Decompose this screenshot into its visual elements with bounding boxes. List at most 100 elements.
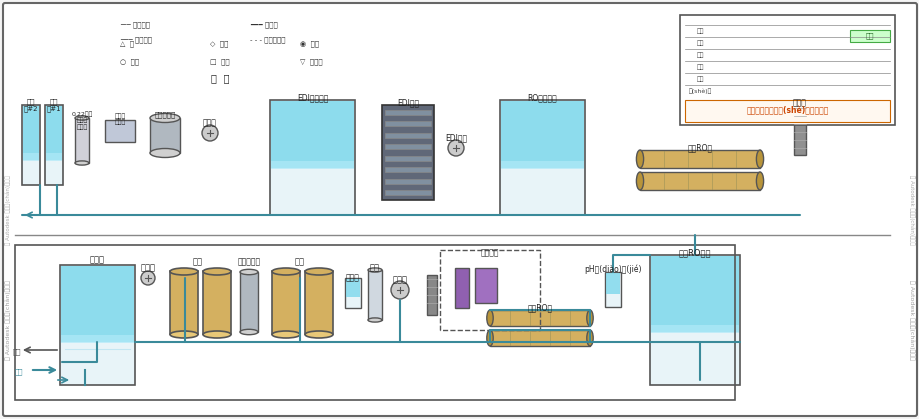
Bar [150,118,180,153]
Text: ◉  接口: ◉ 接口 [300,41,319,47]
Text: 紫外線
殺菌器: 紫外線 殺菌器 [114,113,126,125]
Ellipse shape [75,116,89,120]
Bar [679,15,894,125]
Text: 用水
點#2: 用水 點#2 [24,98,39,112]
Text: 一級泵: 一級泵 [392,275,407,284]
Bar [61,335,134,343]
Text: 進水: 進水 [15,368,24,375]
Text: 由 Autodesk 教育產(chǎn)品制作: 由 Autodesk 教育產(chǎn)品制作 [6,280,11,360]
Bar [45,105,62,185]
Bar [606,273,619,294]
Ellipse shape [586,310,593,326]
Ellipse shape [636,172,643,190]
Bar [384,110,430,115]
Bar [501,101,584,168]
Text: ─── 工藝管道: ─── 工藝管道 [119,37,152,43]
Ellipse shape [203,331,231,338]
Text: ▽  過濾器: ▽ 過濾器 [300,59,323,65]
Text: - - - 化學品管道: - - - 化學品管道 [250,37,285,43]
Text: EDI水泵: EDI水泵 [445,133,467,142]
Ellipse shape [305,268,333,275]
Text: 清洗系統: 清洗系統 [481,248,499,257]
Bar [651,325,738,333]
Bar [46,106,62,160]
Text: EDI無菌水箱: EDI無菌水箱 [297,93,328,102]
Ellipse shape [636,150,643,168]
Text: RO無菌水箱: RO無菌水箱 [528,93,557,102]
Bar [46,153,62,161]
Bar [651,256,738,332]
Bar [75,118,89,163]
Bar [499,100,584,215]
Circle shape [448,140,463,156]
Bar [23,153,39,161]
Bar [203,272,231,334]
Bar [685,100,889,122]
Bar [381,105,434,200]
Bar [240,272,257,332]
Circle shape [202,125,218,141]
Bar [346,279,359,297]
Bar [271,161,354,169]
Text: 輸送泵: 輸送泵 [203,118,217,127]
Text: 一級RO水箱: 一級RO水箱 [678,248,710,257]
Text: 用水
點#1: 用水 點#1 [47,98,62,112]
Ellipse shape [755,172,763,190]
Ellipse shape [240,329,257,335]
Bar [384,178,430,184]
Ellipse shape [150,148,180,158]
Text: 阻垢劑: 阻垢劑 [346,273,359,282]
Bar [426,275,437,315]
Bar [368,270,381,320]
Bar [490,330,589,346]
Text: ○  管道: ○ 管道 [119,59,139,65]
Ellipse shape [305,331,333,338]
Bar [384,144,430,149]
Text: 圖號: 圖號 [696,52,703,58]
Text: 二級泵: 二級泵 [792,98,806,107]
Text: 上海匯源水處理設(shè)備有限公司: 上海匯源水處理設(shè)備有限公司 [745,106,828,116]
Bar [15,245,734,400]
Ellipse shape [586,330,593,346]
Text: □  閥門: □ 閥門 [210,59,230,65]
Bar [384,190,430,195]
Text: EDI模塊: EDI模塊 [396,98,419,107]
Bar [384,122,430,127]
Bar [640,150,759,168]
Text: 由 Autodesk 教育產(chǎn)品制作: 由 Autodesk 教育產(chǎn)品制作 [908,175,913,245]
Bar [849,30,889,42]
Text: 由 Autodesk 教育產(chǎn)品制作: 由 Autodesk 教育產(chǎn)品制作 [6,175,11,245]
Text: 板式換熱器: 板式換熱器 [237,257,260,266]
Text: 板式換熱器: 板式換熱器 [154,111,176,118]
Text: △  泵: △ 泵 [119,41,134,47]
Text: 砂濾: 砂濾 [193,257,203,266]
Text: pH調(diào)節(jié): pH調(diào)節(jié) [584,265,641,274]
Bar [793,105,805,155]
Text: 批準: 批準 [865,33,873,39]
Bar [272,272,300,334]
Bar [170,272,198,334]
Bar [455,268,469,308]
Bar [269,100,355,215]
Bar [105,120,135,142]
Bar [345,278,360,308]
Ellipse shape [170,331,198,338]
Bar [23,106,39,160]
Ellipse shape [368,318,381,322]
Bar [22,105,40,185]
Bar [384,133,430,138]
Text: 原水泵: 原水泵 [141,263,155,272]
Ellipse shape [486,310,493,326]
Text: 一級RO膜: 一級RO膜 [527,303,552,312]
Text: 炭濾: 炭濾 [295,257,305,266]
Ellipse shape [170,268,198,275]
Text: 圖  例: 圖 例 [210,73,229,83]
Bar [605,272,620,307]
Bar [490,310,589,326]
Ellipse shape [486,330,493,346]
FancyBboxPatch shape [3,3,916,416]
Text: 0.22微米
過濾器
殺菌器: 0.22微米 過濾器 殺菌器 [72,111,93,129]
Bar [305,272,333,334]
Text: ◇  儀表: ◇ 儀表 [210,41,228,47]
Ellipse shape [75,161,89,165]
